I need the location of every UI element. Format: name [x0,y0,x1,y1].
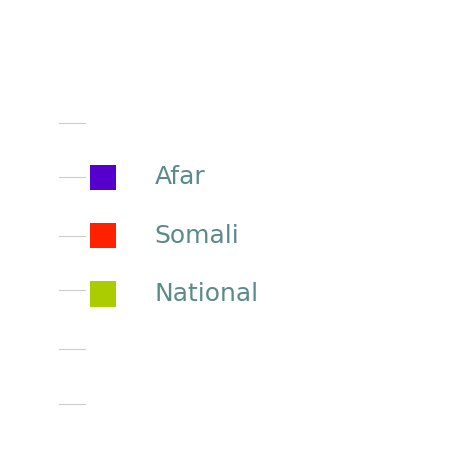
Text: National: National [155,282,259,306]
FancyBboxPatch shape [91,223,116,248]
Text: Afar: Afar [155,165,206,189]
Text: Somali: Somali [155,224,239,248]
FancyBboxPatch shape [91,164,116,190]
FancyBboxPatch shape [91,282,116,307]
